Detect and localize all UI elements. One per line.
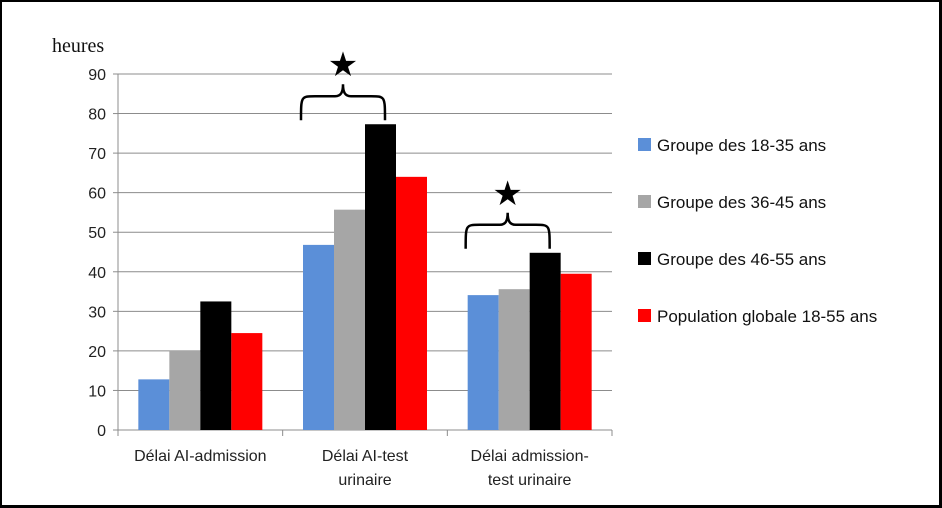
bar bbox=[365, 124, 396, 430]
bar bbox=[231, 333, 263, 430]
significance-brace bbox=[464, 212, 551, 249]
legend-label: Groupe des 46-55 ans bbox=[657, 250, 826, 269]
y-tick-label: 70 bbox=[88, 146, 106, 163]
bar bbox=[200, 301, 232, 430]
x-tick-label: Délai admission- bbox=[471, 448, 589, 465]
significance-star: ★ bbox=[492, 174, 522, 214]
bar bbox=[498, 289, 530, 430]
legend-label: Groupe des 18-35 ans bbox=[657, 136, 826, 155]
bar bbox=[303, 244, 334, 430]
bar bbox=[396, 176, 427, 430]
y-tick-label: 90 bbox=[88, 67, 106, 84]
y-tick-label: 30 bbox=[88, 304, 106, 321]
x-tick-label: Délai AI-test bbox=[322, 448, 409, 465]
legend-swatch bbox=[638, 252, 651, 265]
y-tick-label: 50 bbox=[88, 225, 106, 242]
significance-brace bbox=[299, 84, 387, 121]
x-tick-label: urinaire bbox=[338, 472, 391, 489]
legend-label: Groupe des 36-45 ans bbox=[657, 193, 826, 212]
x-tick-label: test urinaire bbox=[488, 472, 572, 489]
bar bbox=[529, 252, 561, 430]
bar bbox=[138, 379, 170, 430]
bar bbox=[467, 295, 499, 430]
bar bbox=[334, 209, 365, 430]
y-tick-label: 40 bbox=[88, 265, 106, 282]
y-tick-label: 60 bbox=[88, 186, 106, 203]
bar bbox=[169, 350, 201, 430]
x-tick-label: Délai AI-admission bbox=[134, 448, 267, 465]
legend-swatch bbox=[638, 138, 651, 151]
y-unit-label: heures bbox=[52, 35, 104, 57]
y-tick-label: 0 bbox=[97, 423, 106, 440]
legend-label: Population globale 18-55 ans bbox=[657, 307, 877, 326]
legend-swatch bbox=[638, 195, 651, 208]
bar bbox=[560, 273, 592, 430]
legend-swatch bbox=[638, 309, 651, 322]
significance-star: ★ bbox=[328, 45, 358, 85]
y-tick-label: 20 bbox=[88, 344, 106, 361]
y-tick-label: 80 bbox=[88, 107, 106, 124]
y-tick-label: 10 bbox=[88, 383, 106, 400]
